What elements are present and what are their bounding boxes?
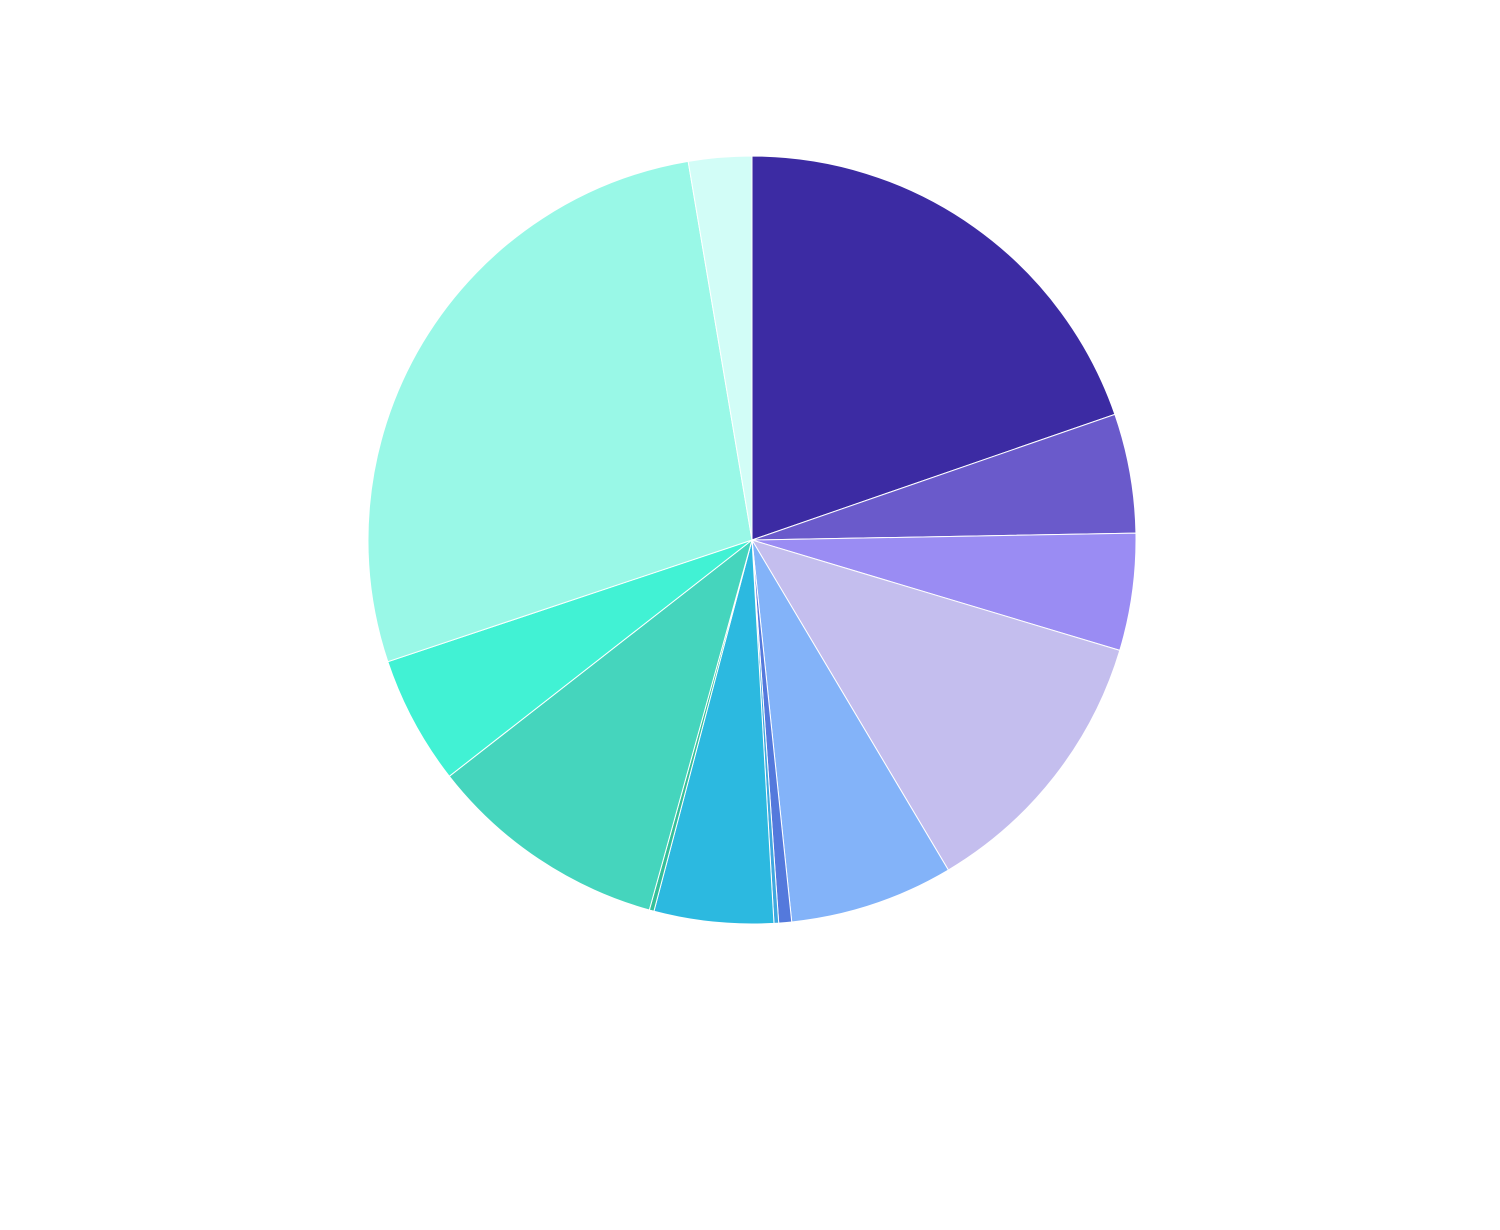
pie-slice-11[interactable] [387,539,753,777]
pie-slice-12[interactable] [367,160,753,663]
pie-slice-1[interactable] [751,155,1116,541]
pie-slice-10[interactable] [448,538,753,911]
pie-slice-4[interactable] [750,539,1121,871]
pie-slice-5[interactable] [751,539,950,923]
pie-slices [367,155,1137,925]
pie-slice-13[interactable] [687,155,753,541]
